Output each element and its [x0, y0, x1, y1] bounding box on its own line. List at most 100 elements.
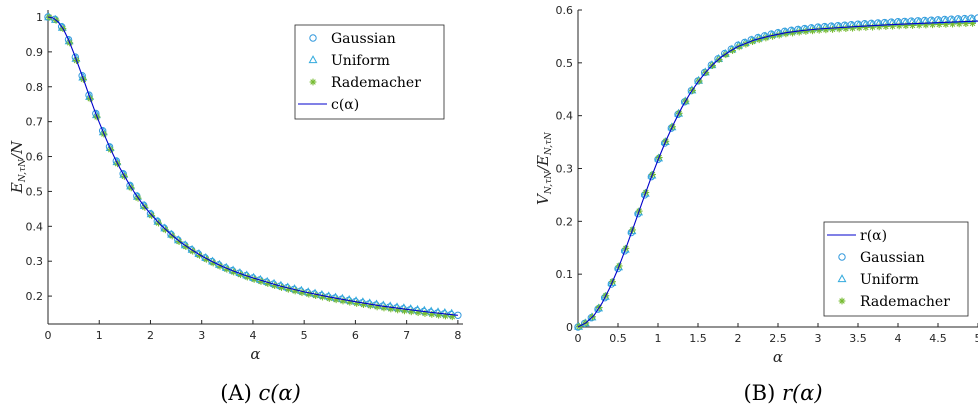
x-tick-label: 7 [403, 329, 410, 342]
x-tick-label: 4 [249, 329, 256, 342]
rademacher-marker [216, 262, 224, 270]
caption-label: (A) [220, 381, 258, 405]
y-tick-label: 0.6 [556, 4, 574, 17]
y-axis-label: EN,τN/N [8, 140, 28, 194]
asterisk-stroke [217, 263, 223, 270]
rademacher-marker [789, 29, 796, 37]
y-tick-label: 0.4 [26, 220, 44, 233]
panel-caption: (B) r(α) [743, 381, 822, 405]
y-tick-label: 0.7 [26, 116, 44, 129]
y-tick-label: 0.3 [26, 255, 44, 268]
legend-entry-label: Uniform [331, 53, 390, 69]
asterisk-stroke [278, 284, 285, 291]
rademacher-marker [250, 275, 258, 283]
y-tick-label: 0.2 [26, 290, 44, 303]
rademacher-marker [895, 22, 903, 30]
rademacher-marker [862, 24, 870, 31]
x-tick-label: 5 [301, 329, 308, 342]
asterisk-stroke [310, 79, 316, 85]
rademacher-marker [902, 22, 910, 30]
x-tick-label: 0 [575, 332, 582, 345]
y-tick-label: 0.1 [556, 268, 574, 281]
rademacher-marker [835, 25, 843, 33]
legend: r(α) Gaussian Uniform Rademacher [823, 221, 969, 317]
asterisk-stroke [285, 286, 292, 293]
legend-entry-label: r(α) [860, 228, 887, 244]
y-axis-label-part: N,τN [544, 131, 554, 156]
x-axis-label: α [773, 348, 783, 366]
rademacher-marker [815, 26, 823, 34]
chart-panel-b: 0 0.5 1 1.5 2 2.5 3 3.5 4 4.5 5 0 0.1 0.2 0.3 0.4 0.5 0.6… [534, 4, 978, 405]
rademacher-marker [909, 22, 916, 29]
rademacher-marker [882, 23, 890, 30]
y-axis-label-part: E [8, 182, 26, 194]
rademacher-marker [875, 23, 883, 31]
legend-entry-label: Rademacher [331, 75, 421, 91]
asterisk-stroke [299, 289, 305, 296]
x-tick-label: 4.5 [929, 332, 947, 345]
asterisk-stroke [839, 298, 845, 304]
asterisk-stroke [183, 243, 189, 250]
y-tick-label: 1 [36, 11, 43, 24]
x-tick-label: 3 [815, 332, 822, 345]
legend-entry-label: Rademacher [860, 294, 950, 310]
legend-marker-swatch [308, 55, 318, 64]
y-axis-label-part: /N [8, 140, 26, 161]
chart-panel-a: 0 1 2 3 4 5 6 7 8 0.2 0.3 0.4 0.5 0.6 0.7 0.8 0.9 1 α EN,τN… [8, 10, 463, 405]
y-tick-label: 0.8 [26, 81, 44, 94]
legend-entry-label: Gaussian [331, 31, 396, 47]
x-tick-label: 2.5 [769, 332, 787, 345]
series-r-line [577, 20, 978, 328]
asterisk-stroke [265, 280, 271, 287]
panel-caption: (A) c(α) [220, 381, 301, 405]
x-tick-label: 1 [655, 332, 662, 345]
x-tick-label: 6 [352, 329, 359, 342]
y-tick-label: 0.3 [556, 163, 574, 176]
asterisk-stroke [196, 252, 203, 259]
legend: Gaussian Uniform Rademacher c(α) [294, 24, 445, 120]
series-c-line [47, 16, 458, 316]
x-tick-label: 3 [198, 329, 205, 342]
y-axis-label-part: /E [534, 155, 552, 173]
rademacher-marker [822, 26, 830, 34]
x-tick-label: 2 [147, 329, 154, 342]
x-tick-label: 0 [45, 329, 52, 342]
x-axis-label: α [250, 345, 260, 363]
rademacher-marker [775, 31, 783, 39]
caption-function: r(α) [782, 381, 823, 405]
x-tick-label: 3.5 [849, 332, 867, 345]
caption-function: c(α) [258, 381, 300, 405]
x-tick-label: 4 [895, 332, 902, 345]
x-tick-label: 0.5 [609, 332, 627, 345]
rademacher-marker [889, 22, 896, 30]
asterisk-stroke [306, 291, 312, 297]
y-tick-label: 0.6 [26, 151, 44, 164]
caption-label: (B) [743, 381, 782, 405]
rademacher-marker [829, 25, 836, 33]
asterisk-stroke [230, 269, 237, 275]
y-tick-label: 0 [566, 321, 573, 334]
y-axis-label-part: N,τN [544, 170, 554, 195]
x-tick-label: 2 [735, 332, 742, 345]
asterisk-stroke [271, 282, 278, 289]
x-tick-label: 5 [975, 332, 978, 345]
rademacher-marker [855, 24, 863, 32]
legend-box [823, 221, 969, 317]
y-tick-label: 0.5 [556, 57, 574, 70]
rademacher-marker [782, 30, 790, 38]
legend-marker-swatch [309, 34, 317, 42]
asterisk-stroke [292, 288, 298, 294]
legend-marker-swatch [837, 274, 847, 283]
rademacher-marker [849, 24, 856, 32]
y-tick-label: 0.4 [556, 110, 574, 123]
asterisk-stroke [251, 276, 257, 283]
rademacher-marker [795, 28, 803, 36]
rademacher-marker [842, 25, 850, 32]
legend-entry-label: Uniform [860, 272, 919, 288]
legend-entry-label: Gaussian [860, 250, 925, 266]
y-axis-label-part: N,τN [18, 158, 28, 183]
legend-marker-swatch [838, 297, 846, 305]
y-tick-label: 0.5 [26, 185, 44, 198]
rademacher-marker [809, 27, 816, 35]
